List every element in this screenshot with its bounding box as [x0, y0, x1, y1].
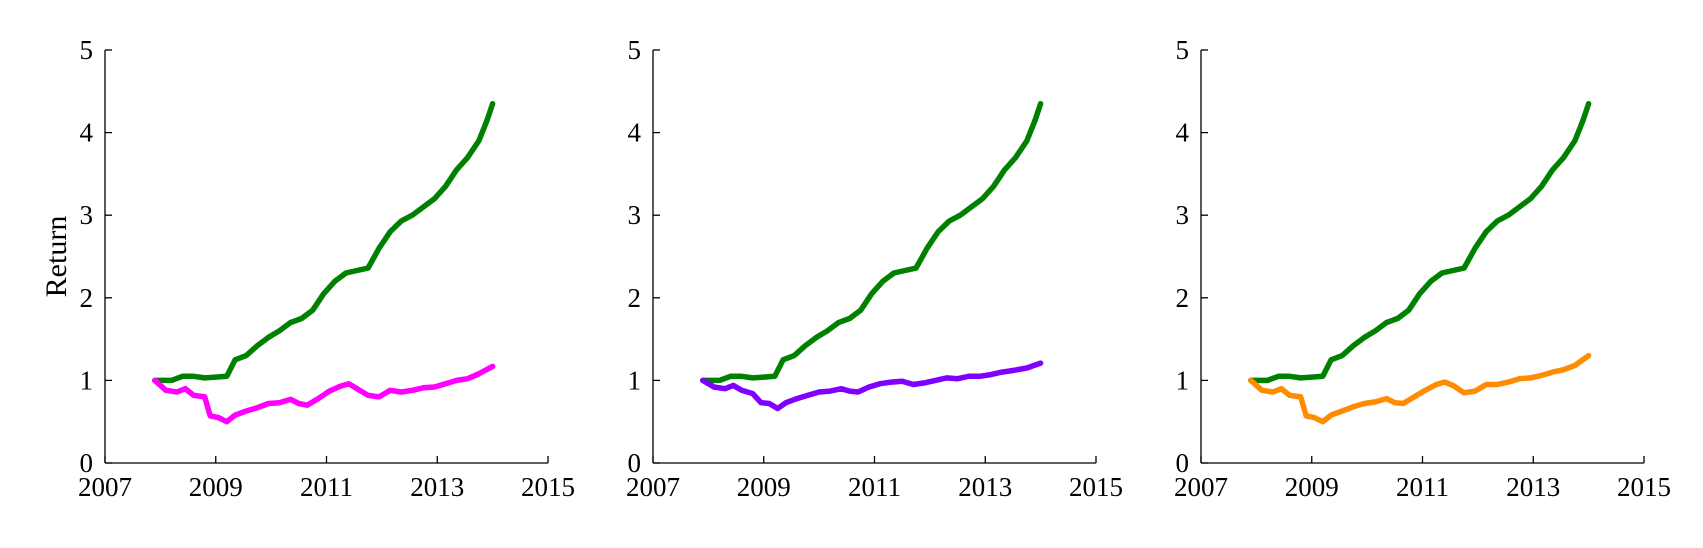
- y-tick-label: 1: [80, 365, 94, 395]
- y-tick-label: 3: [80, 200, 94, 230]
- x-tick-label: 2013: [410, 472, 464, 502]
- series-line-1: [700, 100, 1044, 384]
- y-tick-label: 2: [628, 283, 642, 313]
- series-line-2: [152, 363, 496, 425]
- x-tick-label: 2009: [189, 472, 243, 502]
- series-line-1: [1248, 100, 1592, 384]
- x-tick-label: 2009: [737, 472, 791, 502]
- y-tick-label: 4: [80, 118, 94, 148]
- x-tick-label: 2009: [1285, 472, 1339, 502]
- x-tick-label: 2015: [1069, 472, 1123, 502]
- y-tick-label: 1: [1176, 365, 1190, 395]
- x-tick-label: 2007: [626, 472, 680, 502]
- y-tick-label: 3: [628, 200, 642, 230]
- x-tick-label: 2011: [848, 472, 901, 502]
- x-tick-label: 2013: [1506, 472, 1560, 502]
- chart-panel-1: 0 1 2 3 4 5 2007 2009 2011 2013 2015 Return: [40, 35, 575, 502]
- x-tick-label: 2013: [958, 472, 1012, 502]
- y-tick-label: 3: [1176, 200, 1190, 230]
- y-tick-label: 0: [1176, 448, 1190, 478]
- series-line-2: [1248, 352, 1592, 425]
- x-tick-label: 2007: [1174, 472, 1228, 502]
- series-line-2: [700, 360, 1044, 412]
- y-tick-label: 5: [628, 35, 642, 65]
- x-tick-label: 2015: [521, 472, 575, 502]
- y-tick-label: 4: [628, 118, 642, 148]
- y-tick-label: 2: [80, 283, 94, 313]
- y-tick-label: 5: [1176, 35, 1190, 65]
- x-tick-label: 2011: [300, 472, 353, 502]
- chart-panel-3: 0 1 2 3 4 5 2007 2009 2011 2013 2015: [1174, 35, 1671, 502]
- y-tick-label: 0: [628, 448, 642, 478]
- y-tick-label: 4: [1176, 118, 1190, 148]
- y-axis-title: Return: [40, 216, 73, 298]
- y-tick-label: 1: [628, 365, 642, 395]
- chart-panel-2: 0 1 2 3 4 5 2007 2009 2011 2013 2015: [626, 35, 1123, 502]
- series-line-1: [152, 100, 496, 384]
- x-tick-label: 2007: [78, 472, 132, 502]
- y-tick-label: 2: [1176, 283, 1190, 313]
- x-tick-label: 2015: [1617, 472, 1671, 502]
- y-tick-label: 0: [80, 448, 94, 478]
- x-tick-label: 2011: [1396, 472, 1449, 502]
- y-tick-label: 5: [80, 35, 94, 65]
